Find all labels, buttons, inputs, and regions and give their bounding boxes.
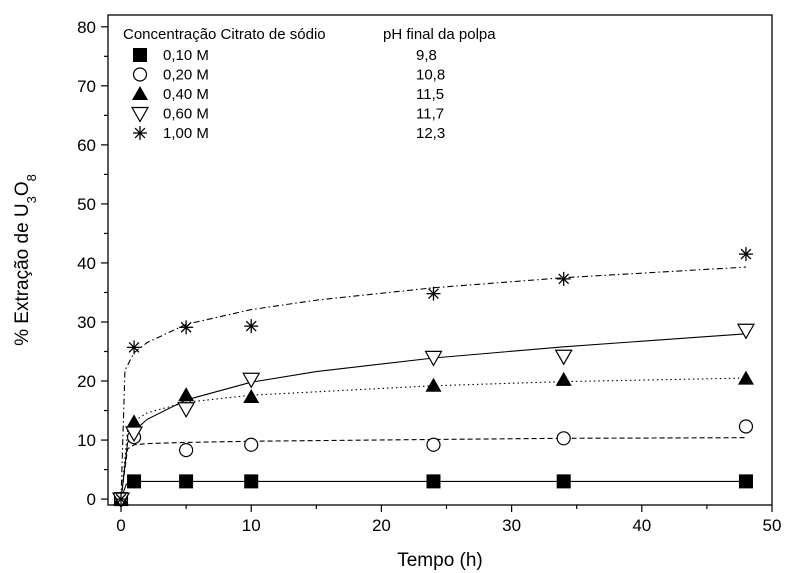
- y-tick-label: 50: [77, 195, 96, 214]
- y-tick-label: 70: [77, 77, 96, 96]
- data-point-series-1: [556, 474, 571, 489]
- legend-marker-series-4: [130, 106, 150, 123]
- legend: Concentração Citrato de sódio pH final da…: [123, 26, 496, 142]
- asterisk-stroke: [558, 273, 570, 285]
- legend-ph-series-1: 9,8: [416, 47, 437, 64]
- data-point-series-3: [555, 371, 572, 386]
- legend-ph-series-5: 12,3: [416, 125, 445, 142]
- x-tick-label: 40: [632, 516, 651, 535]
- fit-curve-series-2: [120, 437, 746, 500]
- y-tick-label: 0: [87, 490, 96, 509]
- plot-frame: [107, 14, 773, 506]
- data-point-series-4: [736, 323, 755, 340]
- data-point-series-3: [243, 388, 260, 403]
- data-point-series-5: [244, 319, 259, 334]
- data-point-series-4: [177, 402, 196, 418]
- data-point-series-1: [738, 474, 753, 489]
- y-tick-label: 10: [77, 431, 96, 450]
- data-point-series-5: [179, 320, 194, 335]
- data-point-series-5: [738, 247, 753, 262]
- legend-label-series-1: 0,10 M: [163, 47, 209, 64]
- y-tick-label: 30: [77, 313, 96, 332]
- legend-ph-series-4: 11,7: [416, 106, 444, 123]
- asterisk-stroke: [134, 127, 146, 139]
- legend-label-series-3: 0,40 M: [163, 86, 209, 103]
- data-point-series-4: [554, 349, 573, 366]
- data-point-series-1: [179, 474, 194, 489]
- legend-ph-series-2: 10,8: [416, 67, 445, 84]
- legend-marker-series-5: [133, 126, 147, 140]
- data-point-series-2: [244, 437, 259, 452]
- x-axis-title: Tempo (h): [397, 550, 483, 571]
- data-point-series-5: [114, 492, 129, 507]
- data-point-series-2: [556, 431, 571, 446]
- legend-marker-series-3: [132, 86, 148, 100]
- legend-header-concentration: Concentração Citrato de sódio: [123, 26, 326, 43]
- asterisk-stroke: [428, 288, 439, 300]
- fit-curve-series-5: [120, 266, 746, 500]
- y-tick-label: 80: [77, 18, 96, 37]
- asterisk-stroke: [115, 493, 127, 505]
- legend-header-ph: pH final da polpa: [383, 26, 496, 43]
- series-2-points: [113, 419, 754, 507]
- x-tick-label: 30: [502, 516, 521, 535]
- data-point-series-2: [179, 442, 194, 458]
- x-tick-label: 20: [372, 516, 391, 535]
- data-point-series-4: [424, 350, 443, 367]
- legend-marker-series-2: [132, 67, 148, 82]
- data-point-series-4: [125, 426, 144, 443]
- data-point-series-2: [426, 437, 441, 452]
- y-axis-title-subscript: 3: [24, 196, 39, 203]
- y-axis-title-subscript: 8: [24, 174, 39, 181]
- series-5-points: [114, 247, 753, 507]
- asterisk-stroke: [740, 248, 752, 260]
- data-point-series-3: [178, 387, 195, 402]
- x-tick-label: 50: [763, 516, 782, 535]
- data-point-series-3: [425, 377, 442, 392]
- data-point-series-3: [126, 414, 143, 429]
- y-axis-title-part: % Extração de U: [12, 203, 33, 346]
- data-point-series-1: [426, 474, 441, 489]
- y-tick-label: 60: [77, 136, 96, 155]
- legend-label-series-2: 0,20 M: [163, 67, 209, 84]
- data-point-series-5: [127, 340, 142, 355]
- legend-marker-series-1: [133, 48, 147, 62]
- axes: 0 10 20 30 40 50 0 10 20 30 40 50 60 70 80 Tempo (h) % E…: [12, 14, 782, 571]
- x-tick-label: 10: [242, 516, 261, 535]
- legend-ph-series-3: 11,5: [416, 86, 444, 103]
- data-point-series-1: [127, 474, 142, 489]
- y-tick-label: 40: [77, 254, 96, 273]
- y-tick-label: 20: [77, 372, 96, 391]
- data-point-series-5: [426, 286, 441, 301]
- data-point-series-3: [737, 370, 754, 385]
- data-point-series-1: [244, 474, 259, 489]
- x-tick-label: 0: [116, 516, 125, 535]
- y-axis-title: % Extração de U3O8: [12, 174, 39, 346]
- asterisk-stroke: [128, 341, 140, 353]
- data-point-series-5: [556, 271, 571, 286]
- data-markers: [111, 247, 755, 509]
- legend-label-series-4: 0,60 M: [163, 106, 209, 123]
- legend-label-series-5: 1,00 M: [163, 125, 209, 142]
- asterisk-stroke: [245, 320, 257, 332]
- series-1-points: [114, 474, 753, 507]
- y-axis-title-part: O: [12, 181, 33, 196]
- data-point-series-4: [242, 372, 261, 389]
- asterisk-stroke: [180, 321, 192, 333]
- data-point-series-2: [738, 419, 754, 434]
